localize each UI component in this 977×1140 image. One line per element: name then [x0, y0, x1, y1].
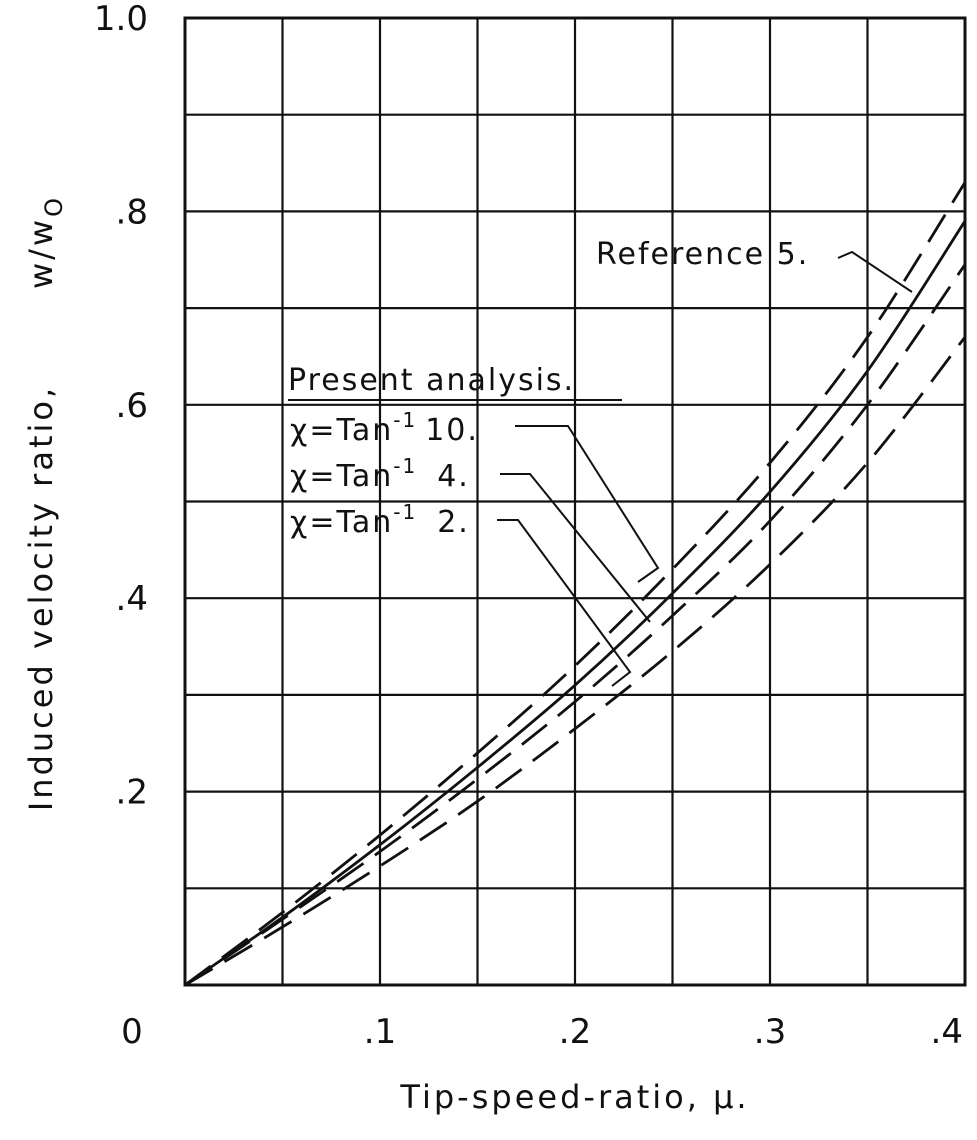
y-axis-symbol: w/wO: [22, 195, 68, 289]
x-tick-label: .4: [931, 1012, 963, 1052]
series-layer: [184, 181, 967, 987]
leader-tan4: [500, 473, 651, 623]
series-line-tan10: [184, 181, 967, 987]
y-axis-label-group: Induced velocity ratio, w/wO: [22, 195, 68, 811]
series-line-reference-5: [184, 220, 967, 987]
series-line-tan4: [184, 263, 967, 987]
present-analysis-heading: Present analysis.: [288, 363, 575, 398]
y-axis-label: Induced velocity ratio,: [22, 385, 60, 811]
series-label-tan10: χ=Tan-1 10.: [290, 408, 479, 448]
reference-label: Reference 5.: [596, 237, 809, 272]
series-label-tan2: χ=Tan-1 2.: [290, 500, 470, 540]
y-tick-label: .8: [116, 192, 148, 232]
plot-frame: [183, 16, 967, 987]
x-axis-label: Tip-speed-ratio, μ.: [399, 1078, 749, 1116]
y-tick-label: .2: [116, 773, 148, 813]
leader-tan2: [497, 519, 632, 687]
series-label-tan4: χ=Tan-1 4.: [290, 454, 470, 494]
series-line-tan2: [184, 336, 967, 987]
y-tick-label: .6: [116, 386, 148, 426]
leader-layer: [497, 250, 913, 687]
leader-tan10: [515, 425, 660, 583]
x-tick-label: .1: [364, 1012, 396, 1052]
y-tick-label: .4: [116, 579, 148, 619]
tick-labels: 0 .1 .2 .3 .4 .2 .4 .6 .8 1.0: [94, 0, 963, 1052]
y-tick-label: 1.0: [94, 0, 148, 39]
x-tick-label: 0: [121, 1012, 143, 1052]
x-tick-label: .3: [754, 1012, 786, 1052]
grid: [183, 16, 967, 987]
x-tick-label: .2: [559, 1012, 591, 1052]
leader-reference-5: [837, 250, 913, 293]
